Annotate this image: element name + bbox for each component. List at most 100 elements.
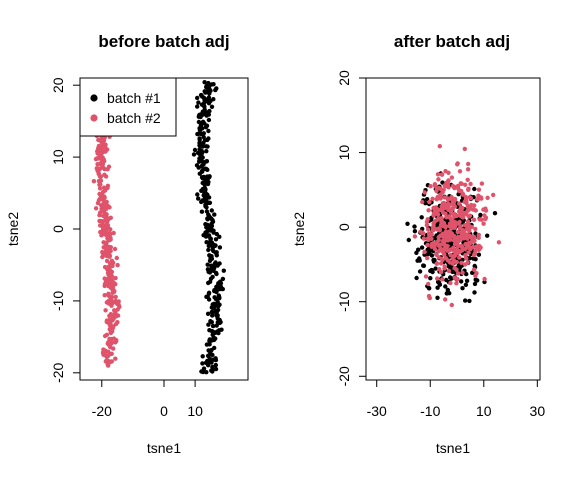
data-point	[206, 322, 211, 327]
x-axis-label: tsne1	[147, 440, 181, 456]
data-point	[476, 252, 482, 257]
data-point	[446, 207, 451, 212]
data-point	[109, 336, 114, 342]
data-point	[205, 311, 211, 316]
data-point	[460, 205, 465, 211]
data-point	[218, 284, 224, 289]
data-point	[460, 270, 465, 275]
data-point	[212, 295, 217, 300]
data-point	[468, 181, 473, 187]
data-point	[467, 298, 472, 304]
data-point	[102, 283, 107, 289]
y-tick-label: -10	[336, 291, 352, 311]
data-point	[438, 194, 443, 199]
data-point	[463, 252, 468, 258]
data-point	[459, 260, 464, 265]
data-point	[113, 275, 118, 281]
data-point	[102, 276, 107, 281]
data-point	[204, 83, 209, 89]
data-point	[447, 291, 452, 296]
data-point	[439, 216, 444, 221]
data-point	[96, 198, 102, 203]
data-point	[210, 245, 215, 250]
data-point	[115, 307, 120, 312]
data-point	[204, 230, 209, 236]
data-point	[436, 235, 441, 240]
data-point	[420, 199, 425, 205]
data-point	[197, 159, 202, 164]
data-point	[429, 244, 434, 249]
data-point	[205, 353, 211, 358]
data-point	[210, 263, 215, 269]
data-point	[97, 182, 102, 187]
data-point	[463, 282, 469, 287]
data-point	[444, 180, 449, 185]
data-point	[209, 221, 214, 226]
data-point	[196, 100, 201, 105]
y-tick-label: 10	[336, 145, 352, 161]
data-point	[467, 256, 472, 261]
data-point	[457, 188, 462, 194]
data-point	[205, 262, 210, 267]
legend: batch #1 batch #2	[79, 77, 177, 137]
data-point	[455, 161, 460, 166]
data-point	[98, 174, 104, 179]
data-point	[467, 195, 472, 200]
data-point	[104, 319, 110, 325]
data-point	[211, 337, 217, 343]
data-point	[209, 240, 215, 245]
data-point	[476, 243, 482, 249]
data-point	[113, 294, 118, 300]
data-point	[406, 237, 411, 243]
data-point	[208, 236, 213, 241]
data-point	[210, 313, 215, 318]
data-point	[198, 131, 204, 137]
data-point	[217, 296, 222, 301]
data-point	[217, 234, 222, 239]
data-point	[440, 223, 445, 228]
point-layer	[405, 144, 502, 308]
data-point	[473, 231, 478, 236]
data-point	[472, 290, 477, 295]
data-point	[460, 228, 466, 233]
data-point	[105, 249, 111, 254]
data-point	[213, 366, 219, 372]
data-point	[412, 234, 418, 239]
data-point	[472, 267, 477, 272]
y-axis: -20 -10 0 10 20	[336, 70, 366, 386]
data-point	[473, 277, 478, 282]
data-point	[115, 320, 120, 325]
data-point	[425, 227, 431, 232]
data-point	[430, 269, 435, 275]
data-point	[94, 156, 100, 161]
data-point	[202, 191, 207, 196]
data-point	[465, 260, 470, 265]
panel-after-batch-adj: after batch adj -30 -10 10 30 -20 -10 0 10 20 t…	[291, 32, 545, 456]
data-point	[209, 320, 214, 325]
data-point	[466, 187, 471, 192]
data-point	[463, 182, 468, 187]
data-point	[97, 191, 102, 197]
data-point	[431, 241, 436, 246]
data-point	[436, 238, 441, 243]
x-axis-label: tsne1	[436, 440, 470, 456]
data-point	[215, 316, 220, 321]
data-point	[106, 301, 112, 306]
data-point	[218, 281, 224, 286]
data-point	[431, 205, 436, 211]
data-point	[101, 219, 106, 224]
data-point	[194, 163, 200, 168]
x-axis: -20 0 10	[92, 380, 203, 419]
data-point	[436, 177, 441, 182]
data-point	[429, 236, 434, 241]
legend-label-batch-2: batch #2	[107, 110, 161, 126]
data-point	[466, 224, 471, 229]
data-point	[211, 301, 217, 306]
data-point	[427, 231, 432, 236]
data-point	[206, 243, 211, 249]
data-point	[465, 236, 470, 241]
data-point	[439, 172, 445, 177]
data-point	[112, 246, 118, 252]
data-point	[448, 252, 453, 258]
data-point	[458, 181, 463, 186]
